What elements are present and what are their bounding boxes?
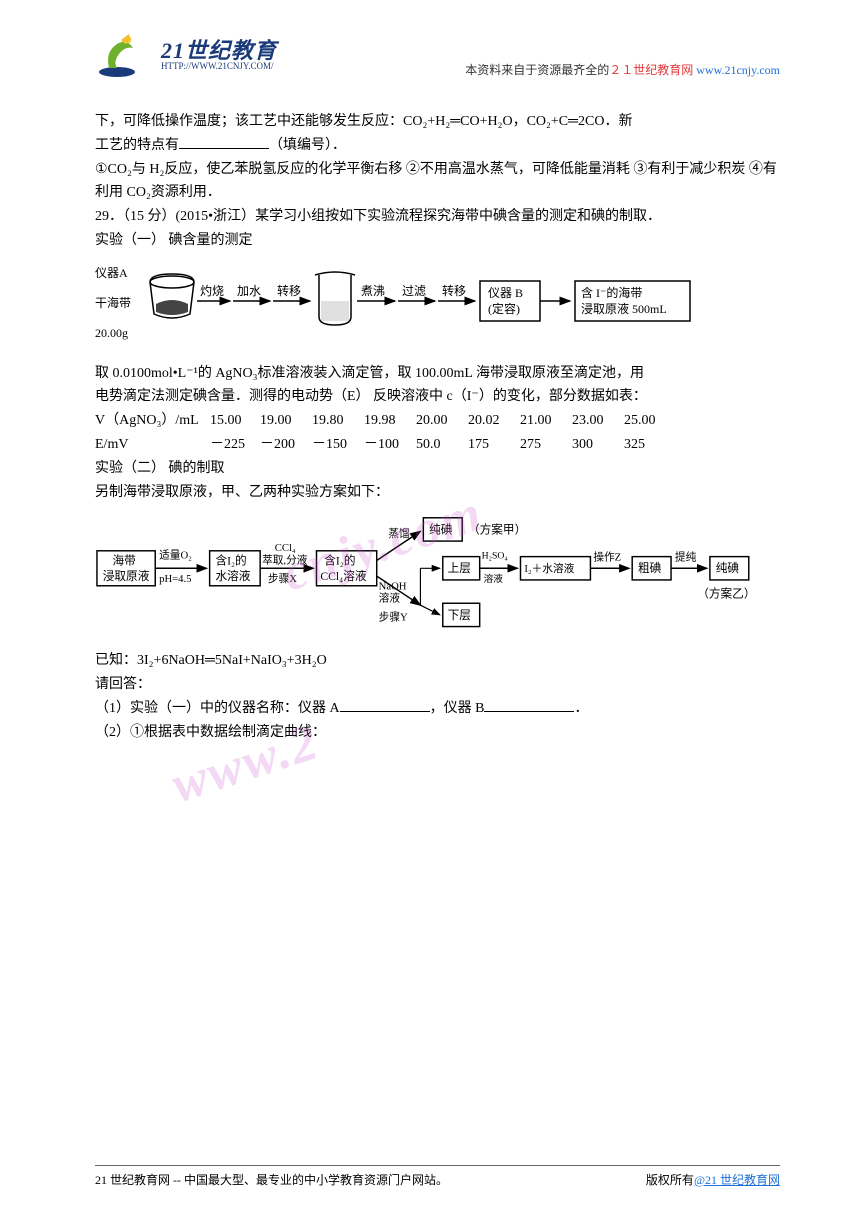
q29-exp1-title: 实验（一） 碘含量的测定 [95,229,780,253]
svg-text:提纯: 提纯 [675,551,697,564]
q28-opt3: ③有利于减少积炭 [633,162,745,177]
label-mass: 20.00g [95,326,128,340]
table-cell: 275 [520,433,572,457]
tagline-red: ２１世纪教育网 [609,63,696,77]
table-cell: 300 [572,433,624,457]
svg-text:适量O₂: 适量O₂ [159,550,192,562]
svg-text:I₂＋水溶液: I₂＋水溶液 [524,563,574,576]
svg-text:海带: 海带 [112,554,136,568]
flow-diagram-2: 海带 浸取原液 适量O₂ pH=4.5 含I₂的 水溶液 CCl₄ 萃取,分液 … [95,510,775,636]
table-cell: 23.00 [572,409,624,433]
page-footer: 21 世纪教育网 -- 中国最大型、最专业的中小学教育资源门户网站。 版权所有@… [95,1165,780,1190]
table-cell: －100 [364,433,416,457]
table-cell: 175 [468,433,520,457]
document-body: 下，可降低操作温度；该工艺中还能够发生反应：CO₂+H₂═CO+H₂O，CO₂+… [95,110,780,745]
table-cell: 15.00 [210,409,260,433]
svg-text:（方案甲）: （方案甲） [468,523,526,537]
q28-line2: 工艺的特点有（填编号）． [95,134,780,158]
blank-fill[interactable] [179,135,269,149]
logo: 21世纪教育 HTTP://WWW.21CNJY.COM/ [95,30,277,80]
svg-text:浸取原液 500mL: 浸取原液 500mL [581,301,667,316]
q29-title: 29．（15 分）(2015•浙江）某学习小组按如下实验流程探究海带中碘含量的测… [95,205,780,229]
svg-text:含I₂的: 含I₂的 [324,554,355,568]
table-cell: 25.00 [624,409,676,433]
svg-text:加水: 加水 [237,284,261,298]
table-cell: 20.02 [468,409,520,433]
logo-text-en: HTTP://WWW.21CNJY.COM/ [161,62,277,71]
svg-text:浸取原液: 浸取原液 [103,569,150,583]
tagline-link[interactable]: www.21cnjy.com [696,63,780,77]
svg-text:煮沸: 煮沸 [361,284,385,298]
svg-text:pH=4.5: pH=4.5 [159,573,191,585]
table-cell: 19.98 [364,409,416,433]
svg-text:上层: 上层 [448,563,471,576]
q29-exp2-sub: 另制海带浸取原液，甲、乙两种实验方案如下： [95,481,780,505]
svg-text:灼烧: 灼烧 [200,283,224,298]
q28-line1: 下，可降低操作温度；该工艺中还能够发生反应：CO₂+H₂═CO+H₂O，CO₂+… [95,110,780,134]
td-vol-cells: 15.0019.0019.8019.9820.0020.0221.0023.00… [210,409,676,433]
svg-text:CCl₄溶液: CCl₄溶液 [320,569,366,583]
svg-text:步骤Y: 步骤Y [379,612,408,624]
tagline-text: 本资料来自于资源最齐全的 [465,63,609,77]
label-kelp: 干海带 [95,295,131,310]
svg-text:操作Z: 操作Z [593,551,621,564]
svg-text:H₂SO₄: H₂SO₄ [482,551,509,562]
page-header: 21世纪教育 HTTP://WWW.21CNJY.COM/ 本资料来自于资源最齐… [95,30,780,80]
header-tagline: 本资料来自于资源最齐全的２１世纪教育网 www.21cnjy.com [465,60,780,80]
q29-q1: （1）实验（一）中的仪器名称：仪器 A，仪器 B． [95,697,780,721]
th-emf: E/mV [95,433,210,457]
footer-right: 版权所有@21 世纪教育网 [646,1170,780,1190]
table-cell: 325 [624,433,676,457]
svg-text:CCl₄: CCl₄ [275,542,296,554]
footer-link[interactable]: @21 世纪教育网 [694,1173,780,1187]
svg-text:（方案乙）: （方案乙） [697,587,755,601]
footer-left: 21 世纪教育网 -- 中国最大型、最专业的中小学教育资源门户网站。 [95,1170,448,1190]
table-cell: 19.00 [260,409,312,433]
q29-q2: （2）①根据表中数据绘制滴定曲线： [95,721,780,745]
q29-desc1: 取 0.0100mol•L⁻¹的 AgNO₃标准溶液装入滴定管，取 100.00… [95,362,780,386]
svg-text:含I₂的: 含I₂的 [215,554,246,568]
svg-text:粗碘: 粗碘 [638,563,662,576]
q29-exp2-title: 实验（二） 碘的制取 [95,457,780,481]
svg-text:(定容): (定容) [488,301,520,316]
flow-diagram-1: 仪器A 干海带 20.00g 灼烧 加水 转移 煮沸 过滤 转移 仪器 B (定… [95,259,775,349]
label-instrA: 仪器A [95,266,128,280]
svg-text:纯碘: 纯碘 [429,524,453,537]
td-emf-cells: －225－200－150－10050.0175275300325 [210,433,676,457]
data-table: V（AgNO₃）/mL 15.0019.0019.8019.9820.0020.… [95,409,780,457]
blank-instrB[interactable] [484,698,574,712]
logo-icon [95,30,155,80]
svg-text:下层: 下层 [448,609,471,622]
table-cell: －150 [312,433,364,457]
svg-text:蒸馏: 蒸馏 [388,528,409,541]
table-cell: 20.00 [416,409,468,433]
svg-text:过滤: 过滤 [402,284,426,298]
svg-text:溶液: 溶液 [484,572,504,585]
q28-opt1: ①CO₂与 H₂反应，使乙苯脱氢反应的化学平衡右移 [95,162,402,177]
q28-opt2: ②不用高温水蒸气，可降低能量消耗 [406,162,630,177]
table-cell: 21.00 [520,409,572,433]
svg-text:含 I⁻的海带: 含 I⁻的海带 [581,285,642,300]
svg-text:水溶液: 水溶液 [215,569,250,583]
q29-known: 已知：3I₂+6NaOH═5NaI+NaIO₃+3H₂O [95,649,780,673]
th-vol: V（AgNO₃）/mL [95,409,210,433]
table-cell: 19.80 [312,409,364,433]
table-cell: 50.0 [416,433,468,457]
q29-desc2: 电势滴定法测定碘含量．测得的电动势（E） 反映溶液中 c（I⁻）的变化，部分数据… [95,385,780,409]
svg-text:转移: 转移 [277,283,301,298]
svg-text:纯碘: 纯碘 [716,563,740,576]
table-cell: －225 [210,433,260,457]
svg-text:转移: 转移 [442,283,466,298]
q29-please: 请回答： [95,673,780,697]
blank-instrA[interactable] [340,698,430,712]
table-cell: －200 [260,433,312,457]
svg-text:仪器 B: 仪器 B [488,286,523,300]
svg-text:萃取,分液: 萃取,分液 [262,554,308,567]
svg-text:步骤X: 步骤X [268,573,297,585]
svg-text:溶液: 溶液 [379,592,401,605]
svg-text:NaOH: NaOH [379,581,407,593]
logo-text-cn: 21世纪教育 [161,40,277,62]
